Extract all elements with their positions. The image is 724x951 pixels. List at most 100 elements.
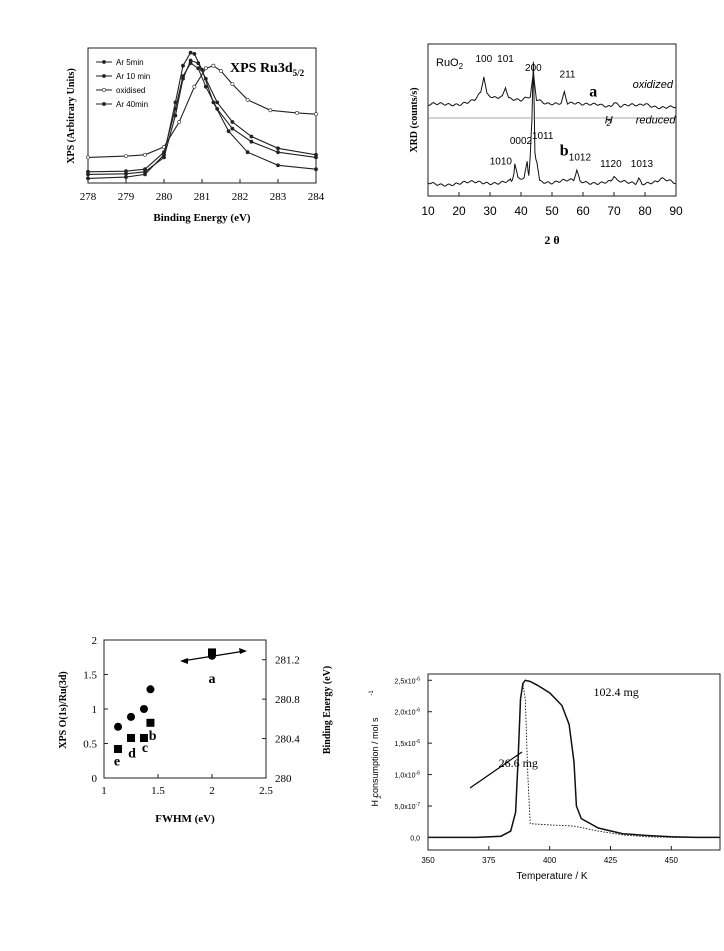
xrd-trace-b — [427, 61, 676, 187]
xps-series-line-3 — [87, 65, 317, 158]
xps-point — [124, 175, 128, 180]
fwhm-point-label: b — [149, 729, 157, 744]
xps-point — [276, 163, 280, 168]
xps-point — [188, 58, 193, 63]
xps-series-group — [86, 50, 318, 181]
xrd-x-axis-label: 2 θ — [544, 233, 559, 247]
fwhm-x-tick-label: 1 — [101, 785, 107, 797]
xps-x-tick-label: 284 — [308, 191, 325, 203]
xps-point — [200, 67, 204, 72]
xps-ru3d-chart: 278 279 280 281 282 283 284 Ar 5min Ar 10 min ox… — [66, 47, 325, 224]
xrd-peak-label: 100 — [475, 54, 492, 65]
xps-point — [162, 152, 166, 157]
xrd-x-tick-label: 10 — [421, 204, 435, 218]
xrd-trace-a — [427, 72, 677, 110]
fwhm-y-tick-label: 0.5 — [83, 739, 97, 751]
xrd-peak-label: 211 — [560, 70, 576, 81]
xps-point — [196, 66, 201, 71]
tpr-y-tick-label: 5,0x10-7 — [395, 802, 421, 811]
xrd-series-group — [427, 61, 677, 187]
xrd-x-ticks: 10 20 30 40 50 60 70 80 90 — [421, 192, 683, 218]
tpr-series-label: 26.6 mg — [499, 756, 538, 770]
fwhm-y-tick-label: 2 — [92, 635, 98, 647]
xps-legend-marker — [102, 60, 106, 64]
xps-point — [143, 172, 147, 177]
xps-x-tick-label: 283 — [270, 191, 287, 203]
xps-point — [177, 120, 182, 124]
xps-point — [86, 155, 90, 160]
xps-point — [219, 69, 223, 73]
xps-point — [268, 108, 273, 113]
xrd-peak-label: 1011 — [532, 131, 554, 142]
fwhm-y-tick-label: 0 — [92, 773, 98, 785]
xps-point — [276, 150, 280, 155]
xps-x-axis-label: Binding Energy (eV) — [153, 212, 251, 224]
xps-point — [226, 129, 231, 134]
arrow-head-left — [180, 658, 188, 664]
xps-point — [203, 84, 208, 89]
xps-point — [314, 112, 318, 117]
xps-point — [192, 52, 197, 56]
xps-legend-marker — [102, 74, 106, 78]
tpr-x-tick-label: 425 — [604, 856, 618, 865]
xps-x-tick-label: 282 — [232, 191, 249, 203]
xps-point — [249, 134, 254, 139]
arrow-head-right — [239, 648, 247, 654]
xps-legend-label: Ar 40min — [116, 100, 148, 109]
fwhm-circle-point — [146, 685, 155, 694]
xps-point — [173, 113, 178, 118]
fwhm-square-point — [127, 733, 135, 742]
xps-point — [181, 63, 185, 68]
fwhm-y2-tick-label: 280.4 — [275, 734, 300, 746]
fwhm-square-point — [146, 718, 155, 727]
xrd-peak-label: 1012 — [569, 153, 592, 164]
xrd-x-tick-label: 60 — [576, 204, 590, 218]
xps-point — [188, 50, 193, 55]
fwhm-point-label: e — [114, 755, 120, 770]
xrd-annotation: oxidized — [633, 79, 674, 91]
fwhm-circle-point — [127, 712, 135, 721]
xrd-peak-label: 101 — [497, 54, 514, 65]
fwhm-y-axis-label: XPS O(1s)/Ru(3d) — [58, 671, 69, 749]
xps-legend: Ar 5min Ar 10 min oxidised Ar 40min — [96, 58, 150, 109]
tpr-y-axis-label-sub: 2 — [377, 795, 383, 799]
fwhm-x-tick-label: 1.5 — [151, 785, 165, 797]
xps-point — [181, 76, 185, 81]
tpr-series-102-4mg — [428, 679, 720, 839]
fwhm-x-axis-label: FWHM (eV) — [155, 813, 215, 825]
xrd-x-tick-label: 50 — [545, 204, 559, 218]
arrow-annotation — [180, 648, 247, 664]
xps-x-tick-label: 281 — [194, 191, 211, 203]
fwhm-y2-axis-label: Binding Energy (eV) — [322, 666, 333, 754]
xps-x-tick-label: 278 — [80, 191, 97, 203]
fwhm-point-label: d — [128, 746, 136, 761]
xps-legend-label: Ar 5min — [116, 58, 144, 67]
xps-point — [211, 100, 216, 105]
fwhm-y2-tick-label: 281.2 — [275, 655, 300, 667]
fwhm-points-group — [114, 648, 216, 754]
xps-x-ticks: 278 279 280 281 282 283 284 — [80, 179, 325, 203]
xps-point — [314, 152, 318, 157]
tpr-y-axis-label-sup: -1 — [369, 690, 375, 696]
xps-y-axis-label: XPS (Arbitrary Units) — [66, 68, 77, 164]
fwhm-scatter-chart: 1 1.5 2 2.5 0 0.5 1 1.5 2 280 280.4 280.8 281.2 ed cb… — [58, 635, 333, 825]
xps-legend-label: oxidised — [116, 86, 145, 95]
xrd-y-axis-label: XRD (counts/s) — [409, 87, 420, 152]
xps-point — [203, 66, 208, 71]
fwhm-y-tick-label: 1.5 — [83, 670, 97, 682]
tpr-axes-frame — [427, 673, 721, 851]
tpr-y-axis-label: H consumption / mol s — [370, 717, 380, 807]
fwhm-y2-tick-label: 280 — [275, 773, 292, 785]
xrd-x-tick-label: 90 — [669, 204, 683, 218]
tpr-y-tick-label: 0,0 — [410, 835, 420, 842]
tpr-y-tick-label: 1,0x10-6 — [395, 771, 421, 780]
xps-legend-marker — [102, 102, 106, 106]
tpr-x-tick-label: 450 — [665, 856, 679, 865]
xrd-annotation: 2 — [606, 119, 612, 128]
xps-x-tick-label: 280 — [156, 191, 173, 203]
xrd-peak-labels: 100 101 200 211 0002 1011 1010 1012 1120 1013 a oxi… — [475, 54, 676, 170]
fwhm-ticks: 1 1.5 2 2.5 0 0.5 1 1.5 2 280 280.4 280.8 281.2 — [83, 635, 300, 797]
xps-series-line-1 — [87, 62, 317, 173]
xrd-annotation: b — [560, 143, 569, 160]
xrd-x-tick-label: 80 — [638, 204, 652, 218]
